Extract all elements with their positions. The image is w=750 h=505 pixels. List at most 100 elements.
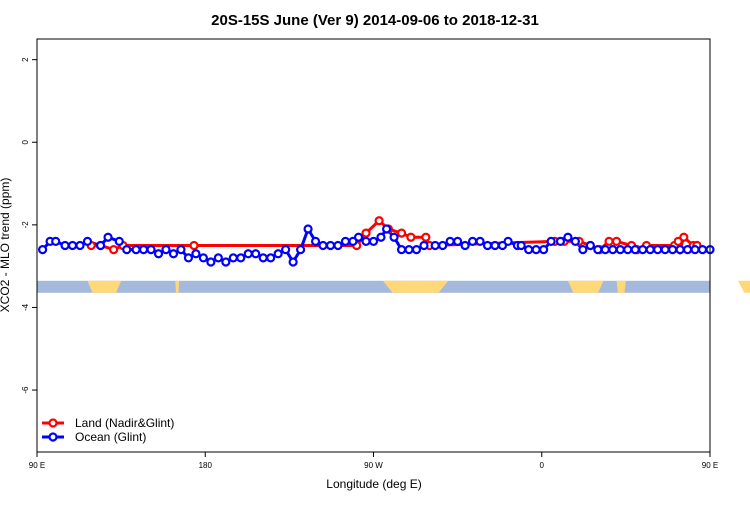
data-point	[604, 236, 614, 246]
land-band-segment	[382, 280, 449, 293]
data-point	[198, 253, 208, 263]
data-point	[421, 232, 431, 242]
data-point	[419, 240, 429, 251]
data-point	[288, 257, 298, 267]
legend-label: Land (Nadir&Glint)	[75, 416, 174, 430]
data-point	[131, 245, 141, 255]
data-point	[374, 216, 384, 226]
data-point	[555, 236, 566, 246]
y-axis-label: XCO2 - MLO trend (ppm)	[0, 178, 12, 313]
data-point	[406, 232, 416, 242]
land-band-segment	[616, 280, 626, 293]
data-point	[460, 240, 470, 251]
land-band-segment	[738, 280, 750, 293]
data-point	[376, 232, 386, 242]
data-point	[361, 228, 371, 238]
data-point	[453, 236, 463, 246]
x-tick-label: 90 E	[702, 461, 718, 470]
data-point	[690, 245, 700, 255]
data-point	[82, 236, 93, 246]
data-point	[430, 240, 440, 251]
data-point	[503, 236, 513, 246]
y-tick-label: 2	[21, 57, 30, 62]
data-point	[615, 245, 625, 255]
data-point	[638, 245, 648, 255]
x-tick-label: 90 W	[364, 461, 383, 470]
data-point	[623, 245, 633, 255]
data-point	[361, 236, 371, 246]
data-point	[153, 249, 164, 259]
data-point	[103, 232, 113, 242]
data-point	[475, 236, 485, 246]
data-point	[411, 245, 422, 255]
data-point	[396, 228, 407, 238]
data-point	[183, 253, 194, 263]
data-point	[353, 232, 364, 242]
y-axis: 2 0 -2 -4 -6	[21, 57, 37, 394]
data-point	[273, 249, 283, 259]
x-tick-label: 180	[199, 461, 213, 470]
data-point	[75, 240, 85, 251]
data-point	[122, 245, 132, 255]
data-point	[389, 232, 399, 242]
data-point	[404, 245, 414, 255]
data-point	[138, 245, 149, 255]
x-axis: 90 E 180 90 W 0 90 E	[29, 452, 718, 470]
data-point	[109, 245, 119, 255]
data-point	[333, 240, 343, 251]
data-point	[340, 236, 351, 246]
data-point	[38, 245, 48, 255]
data-point	[295, 245, 306, 255]
legend-label: Ocean (Glint)	[75, 430, 146, 444]
data-point	[396, 245, 407, 255]
data-point	[310, 236, 321, 246]
data-point	[191, 249, 201, 259]
data-point	[490, 240, 500, 251]
data-point	[524, 245, 534, 255]
y-tick-label: -6	[21, 386, 30, 394]
x-tick-label: 90 E	[29, 461, 45, 470]
legend-marker	[48, 418, 58, 428]
data-point	[243, 249, 253, 259]
data-point	[608, 245, 618, 255]
surface-band	[37, 280, 750, 293]
data-point	[539, 245, 549, 255]
data-point	[546, 236, 556, 246]
data-point	[67, 240, 78, 251]
data-point	[585, 240, 595, 251]
data-point	[653, 245, 663, 255]
data-point	[161, 245, 171, 255]
data-point	[168, 249, 179, 259]
data-point	[445, 236, 455, 246]
data-point	[438, 240, 448, 251]
data-point	[303, 224, 313, 234]
data-point	[325, 240, 336, 251]
data-point	[251, 249, 261, 259]
data-point	[531, 245, 541, 255]
data-point	[236, 253, 246, 263]
data-point	[660, 245, 670, 255]
data-point	[682, 245, 693, 255]
data-point	[675, 245, 685, 255]
land-band-segment	[87, 280, 122, 293]
data-point	[258, 253, 268, 263]
x-axis-label: Longitude (deg E)	[326, 477, 421, 491]
data-point	[281, 245, 291, 255]
data-point	[381, 224, 392, 234]
land-band-segment	[567, 280, 604, 293]
legend: Land (Nadir&Glint)Ocean (Glint)	[42, 416, 174, 444]
data-point	[611, 236, 622, 246]
y-tick-label: -4	[21, 303, 30, 311]
data-point	[228, 253, 238, 263]
data-point	[176, 245, 186, 255]
legend-marker	[48, 432, 58, 442]
data-point	[600, 245, 610, 255]
y-tick-label: 0	[21, 139, 30, 144]
y-tick-label: -2	[21, 221, 30, 229]
data-point	[318, 240, 328, 251]
data-point	[679, 232, 689, 242]
data-point	[467, 236, 478, 246]
data-point	[266, 253, 276, 263]
data-point	[516, 240, 526, 251]
data-point	[563, 232, 573, 242]
